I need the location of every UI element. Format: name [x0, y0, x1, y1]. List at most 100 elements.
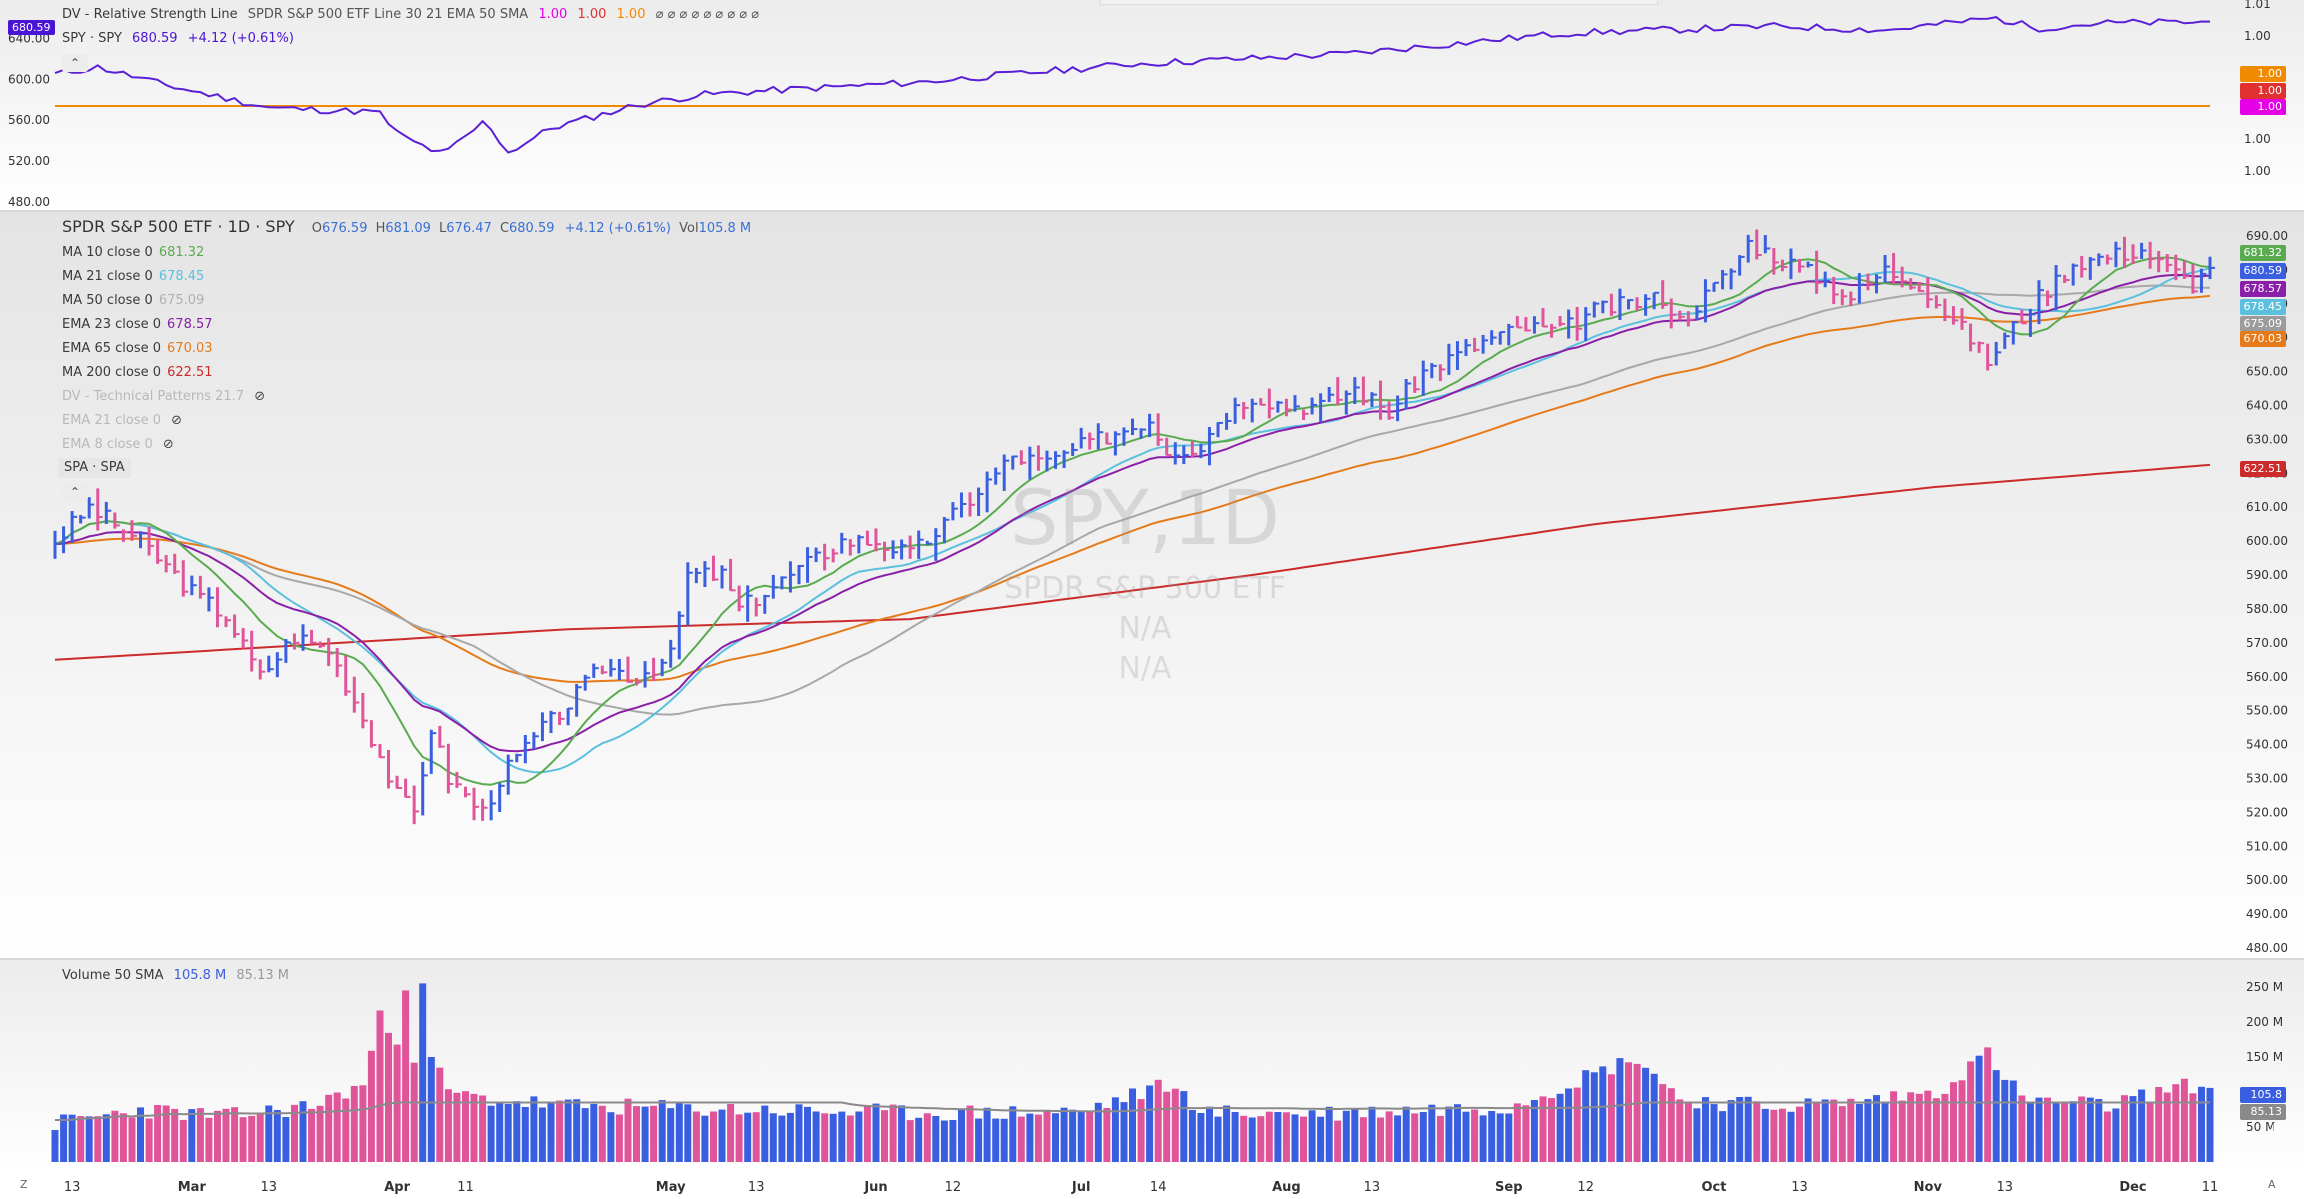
- price-bar[interactable]: [378, 744, 385, 759]
- price-bar[interactable]: [2088, 256, 2096, 280]
- volume-bar[interactable]: [1505, 1113, 1513, 1163]
- price-bar[interactable]: [156, 539, 163, 564]
- price-bar[interactable]: [224, 616, 232, 628]
- price-bar[interactable]: [87, 497, 95, 519]
- volume-bar[interactable]: [2121, 1095, 2128, 1162]
- volume-bar[interactable]: [1214, 1116, 1222, 1162]
- volume-bar[interactable]: [1471, 1109, 1479, 1163]
- price-bar[interactable]: [2182, 260, 2190, 280]
- price-bar[interactable]: [660, 658, 668, 677]
- volume-bar[interactable]: [1556, 1093, 1564, 1162]
- volume-bar[interactable]: [1300, 1116, 1307, 1162]
- volume-bar[interactable]: [906, 1120, 914, 1162]
- price-bar[interactable]: [1866, 273, 1873, 291]
- volume-bar[interactable]: [1411, 1113, 1419, 1162]
- volume-bar[interactable]: [1650, 1073, 1658, 1162]
- volume-bar[interactable]: [1864, 1099, 1872, 1162]
- price-bar[interactable]: [1438, 364, 1446, 382]
- price-bar[interactable]: [318, 641, 326, 649]
- volume-bar[interactable]: [2155, 1087, 2163, 1162]
- volume-bar[interactable]: [761, 1105, 769, 1162]
- price-bar[interactable]: [1019, 450, 1027, 465]
- price-bar[interactable]: [942, 517, 950, 544]
- spa-chip[interactable]: SPA · SPA: [58, 458, 131, 478]
- volume-bar[interactable]: [1702, 1097, 1709, 1162]
- volume-bar[interactable]: [1146, 1085, 1154, 1163]
- price-bar[interactable]: [463, 786, 471, 798]
- volume-bar[interactable]: [496, 1101, 504, 1162]
- volume-bar[interactable]: [1436, 1115, 1444, 1162]
- volume-bar[interactable]: [2198, 1086, 2205, 1162]
- volume-bar[interactable]: [1813, 1101, 1821, 1162]
- price-bar[interactable]: [301, 624, 308, 651]
- volume-bar[interactable]: [573, 1099, 581, 1162]
- price-bar[interactable]: [1165, 437, 1172, 457]
- price-bar[interactable]: [1798, 259, 1805, 273]
- volume-bar[interactable]: [291, 1104, 298, 1162]
- volume-bar[interactable]: [1590, 1072, 1598, 1162]
- price-bar[interactable]: [746, 585, 753, 622]
- volume-bar[interactable]: [1402, 1106, 1410, 1162]
- volume-bar[interactable]: [752, 1112, 760, 1162]
- volume-bar[interactable]: [350, 1086, 358, 1162]
- volume-bar[interactable]: [2146, 1103, 2154, 1162]
- volume-bar[interactable]: [530, 1096, 538, 1162]
- volume-bar[interactable]: [1847, 1098, 1855, 1162]
- volume-bar[interactable]: [222, 1108, 230, 1162]
- volume-bar[interactable]: [1137, 1099, 1145, 1162]
- volume-bar[interactable]: [1633, 1063, 1641, 1162]
- price-bar[interactable]: [233, 614, 240, 638]
- price-bar[interactable]: [2199, 268, 2207, 293]
- volume-bar[interactable]: [881, 1110, 888, 1162]
- volume-bar[interactable]: [624, 1098, 632, 1162]
- price-bar[interactable]: [438, 725, 445, 748]
- price-bar[interactable]: [1481, 334, 1489, 354]
- volume-bar[interactable]: [829, 1113, 837, 1162]
- price-bar[interactable]: [703, 561, 710, 588]
- price-bar[interactable]: [1259, 398, 1266, 406]
- volume-bar[interactable]: [60, 1114, 68, 1163]
- volume-bar[interactable]: [2163, 1092, 2171, 1163]
- volume-bar[interactable]: [487, 1105, 495, 1162]
- volume-bar[interactable]: [1642, 1067, 1650, 1162]
- volume-bar[interactable]: [1325, 1106, 1333, 1162]
- volume-bar[interactable]: [1342, 1110, 1350, 1162]
- volume-bar[interactable]: [1667, 1088, 1675, 1162]
- price-bar[interactable]: [1609, 293, 1617, 316]
- price-bar[interactable]: [1678, 310, 1685, 321]
- price-bar[interactable]: [592, 663, 599, 678]
- price-bar[interactable]: [1490, 330, 1497, 345]
- price-bar[interactable]: [1703, 279, 1711, 323]
- price-bar[interactable]: [1062, 450, 1070, 469]
- volume-bar[interactable]: [119, 1113, 127, 1162]
- price-bar[interactable]: [1242, 401, 1249, 420]
- volume-bar[interactable]: [1573, 1087, 1581, 1162]
- price-bar[interactable]: [1156, 413, 1164, 446]
- volume-bar[interactable]: [1907, 1092, 1915, 1162]
- price-bar[interactable]: [62, 526, 69, 554]
- price-bar[interactable]: [1926, 277, 1933, 309]
- volume-bar[interactable]: [2095, 1099, 2103, 1162]
- price-bar[interactable]: [737, 585, 745, 612]
- price-bar[interactable]: [113, 512, 120, 529]
- volume-bar[interactable]: [68, 1114, 76, 1162]
- price-bar[interactable]: [2097, 253, 2104, 267]
- volume-bar[interactable]: [77, 1116, 85, 1162]
- price-bar[interactable]: [994, 467, 1001, 485]
- volume-bar[interactable]: [325, 1094, 333, 1162]
- volume-bar[interactable]: [1881, 1103, 1889, 1162]
- price-bar[interactable]: [472, 787, 480, 821]
- price-bar[interactable]: [891, 540, 899, 559]
- volume-bar[interactable]: [2086, 1097, 2094, 1162]
- volume-bar[interactable]: [196, 1108, 204, 1162]
- price-bar[interactable]: [2114, 241, 2121, 268]
- volume-bar[interactable]: [735, 1114, 743, 1162]
- volume-bar[interactable]: [1539, 1096, 1547, 1162]
- volume-bar[interactable]: [2189, 1093, 2197, 1162]
- indicator-ema65[interactable]: EMA 65 close 0 670.03: [62, 341, 213, 357]
- price-bar[interactable]: [883, 541, 890, 562]
- volume-bar[interactable]: [2035, 1097, 2043, 1162]
- price-bar[interactable]: [540, 712, 548, 742]
- hidden-indicator-patterns[interactable]: DV - Technical Patterns 21.7 ⊘: [62, 389, 265, 405]
- price-bar[interactable]: [1139, 428, 1147, 439]
